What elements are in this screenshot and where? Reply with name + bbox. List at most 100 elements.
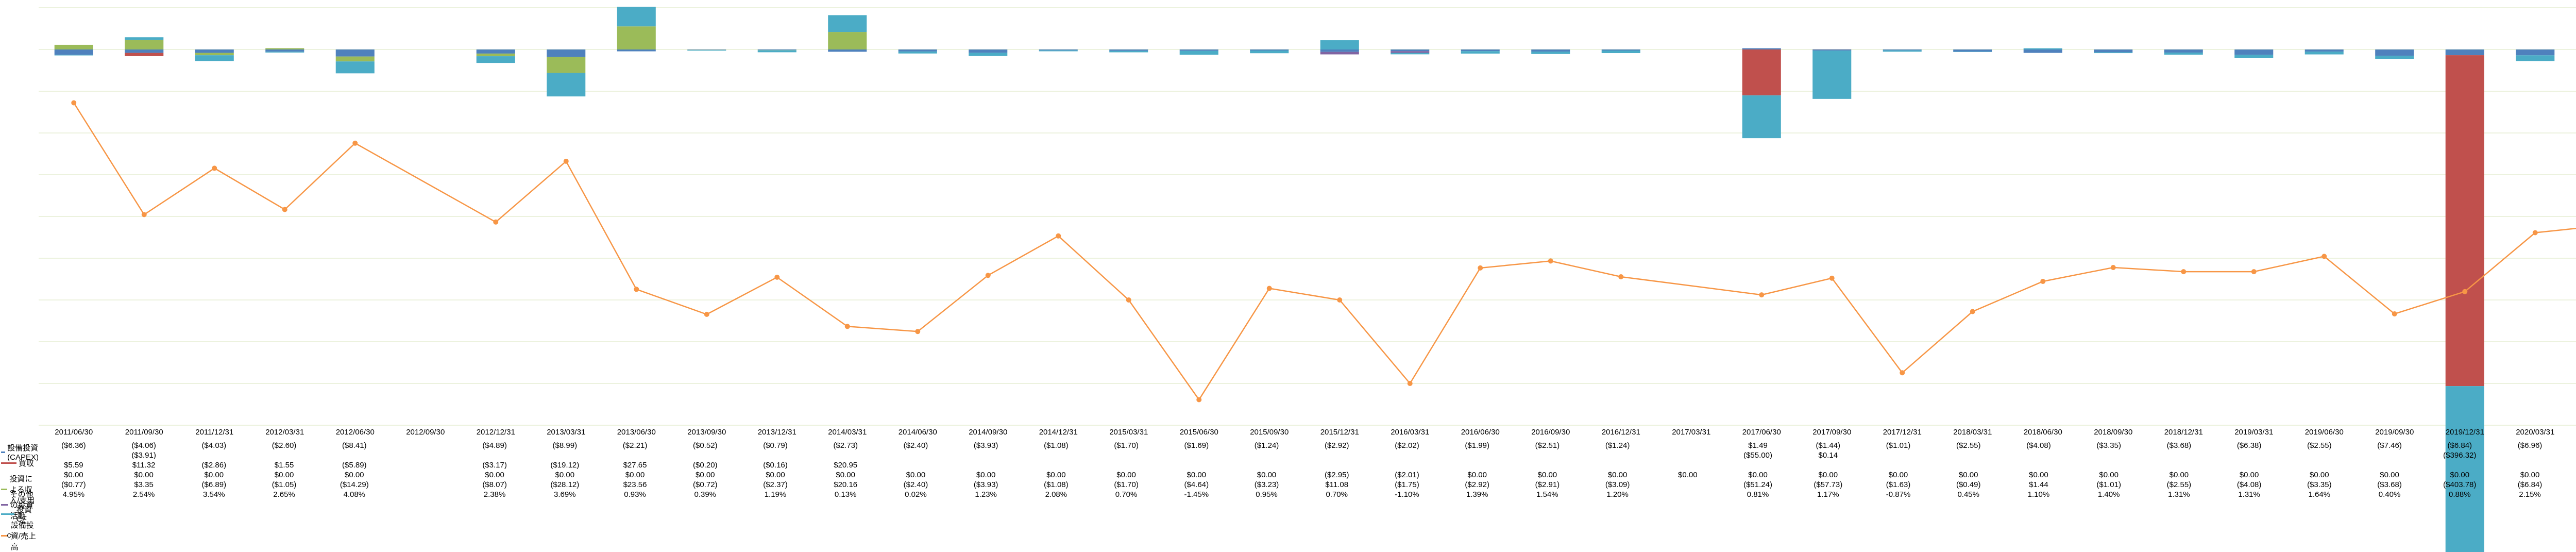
marker-ratio [2041,279,2045,284]
marker-ratio [1970,309,1975,314]
marker-ratio [2392,312,2397,316]
table-cell [2354,460,2425,470]
table-cell [1442,450,1512,460]
x-tick: 2014/06/30 [899,428,937,437]
table-cell: 1.54% [1512,490,1582,499]
table-cell: ($55.00) [1723,450,1793,460]
table-cell: ($8.99) [530,441,600,450]
table-cell [1723,460,1793,470]
table-cell: ($6.36) [39,441,109,450]
table-cell [1161,460,1231,470]
table-cell: ($28.12) [530,480,600,490]
x-tick: 2015/12/31 [1320,428,1359,437]
table-cell [2495,450,2565,460]
table-cell: 1.20% [1583,490,1653,499]
marker-ratio [2111,265,2115,270]
x-tick: 2015/09/30 [1250,428,1289,437]
table-cell: 2.38% [460,490,530,499]
table-cell: 2.65% [249,490,319,499]
table-cell: ($6.84) [2495,480,2565,490]
table-cell: ($2.55) [1934,441,2004,450]
x-tick: 2018/09/30 [2094,428,2132,437]
marker-ratio [1408,381,1412,386]
table-cell [1231,460,1301,470]
table-cell: $0.00 [2144,470,2214,480]
marker-ratio [916,329,920,334]
x-tick: 2019/06/30 [2305,428,2344,437]
table-cell: ($7.46) [2354,441,2425,450]
table-cell [1863,460,1933,470]
table-cell: ($2.51) [1512,441,1582,450]
table-cell: ($14.29) [319,480,389,490]
table-cell [2214,460,2284,470]
line-svg [39,8,2576,425]
marker-ratio [1619,275,1623,279]
table-cell [2425,460,2495,470]
table-cell: $0.00 [2004,470,2074,480]
x-tick: 2017/12/31 [1883,428,1922,437]
x-tick: 2012/12/31 [477,428,515,437]
marker-ratio [2181,270,2186,274]
table-cell: ($1.01) [2074,480,2144,490]
x-tick: 2011/09/30 [125,428,163,437]
table-cell [2284,460,2354,470]
swatch-cf [1,513,14,515]
table-cell [2004,450,2074,460]
table-cell [1372,460,1442,470]
table-row: 4.95%2.54%3.54%2.65%4.08%2.38%3.69%0.93%… [0,490,2576,499]
table-cell: ($2.60) [249,441,319,450]
table-cell: ($2.92) [1442,480,1512,490]
marker-ratio [986,273,990,278]
plot-area [39,8,2576,425]
table-cell: ($3.93) [951,480,1021,490]
table-cell: ($1.08) [1021,480,1091,490]
table-cell [2495,460,2565,470]
table-cell: $20.16 [810,480,880,490]
table-cell [1653,490,1723,499]
x-tick: 2015/03/31 [1109,428,1148,437]
table-cell [2074,460,2144,470]
table-cell [1583,460,1653,470]
x-tick: 2017/03/31 [1672,428,1710,437]
x-tick: 2012/06/30 [336,428,375,437]
table-cell: $0.00 [460,470,530,480]
table-cell: $0.00 [1442,470,1512,480]
series-label-text: 設備投資/売上高 [11,520,39,552]
table-row: $5.59$11.32($2.86)$1.55($5.89)($3.17)($1… [0,460,2576,470]
table-cell: 0.13% [810,490,880,499]
table-cell: ($8.07) [460,480,530,490]
table-cell: ($2.92) [1302,441,1372,450]
table-cell [179,450,249,460]
table-cell: ($3.68) [2354,480,2425,490]
x-tick: 2016/06/30 [1461,428,1500,437]
table-row: $0.00 $0.00 $0.00 $0.00 $0.00 $0.00 $0.00 $0.00… [0,470,2576,480]
table-cell: $0.00 [880,470,951,480]
table-cell: ($1.99) [1442,441,1512,450]
table-cell: ($8.41) [319,441,389,450]
table-cell: ($1.05) [249,480,319,490]
table-cell: ($2.95) [1302,470,1372,480]
table-cell [2565,460,2576,470]
table-cell [880,450,951,460]
table-cell [2074,450,2144,460]
table-cell: 1.19% [740,490,810,499]
x-tick: 2018/03/31 [1953,428,1992,437]
table-cell: ($1.63) [1863,480,1933,490]
marker-ratio [1056,233,1061,238]
table-cell [460,450,530,460]
x-tick: 2014/09/30 [969,428,1007,437]
table-cell: $0.00 [319,470,389,480]
table-cell: $0.00 [1723,470,1793,480]
table-cell: 3.54% [179,490,249,499]
series-label-ratio: 設備投資/売上高 [1,520,39,552]
marker-ratio [72,101,76,105]
table-cell: $0.00 [1091,470,1161,480]
table-cell: $1.44 [2004,480,2074,490]
series-label-text: 買収 [19,458,34,469]
table-cell: ($3.09) [1583,480,1653,490]
table-cell: ($1.08) [1021,441,1091,450]
table-cell: 0.95% [1231,490,1301,499]
x-tick: 2017/09/30 [1812,428,1851,437]
table-cell [1302,460,1372,470]
marker-ratio [1337,298,1342,303]
